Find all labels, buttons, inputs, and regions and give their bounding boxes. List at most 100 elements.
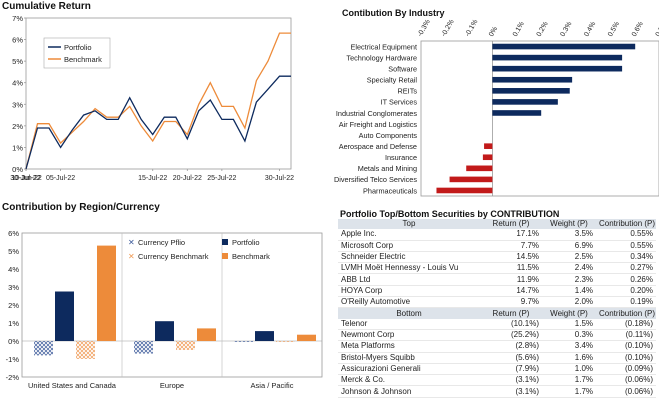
y-tick-label: 7%: [12, 14, 23, 23]
value-cell: 2.4%: [542, 262, 596, 275]
industry-bar: [492, 76, 573, 83]
y-tick-label: 6%: [8, 229, 19, 238]
category-label: Aerospace and Defense: [339, 142, 417, 151]
table-row: Schneider Electric 14.5% 2.5% 0.34%: [338, 251, 656, 264]
value-cell: 0.55%: [596, 240, 656, 252]
region-bar-portfolio: [55, 291, 74, 341]
y-tick-label: 4%: [12, 79, 23, 88]
industry-bar: [449, 176, 493, 183]
table-row: Telenor (10.1%) 1.5% (0.18%): [338, 318, 656, 330]
region-bar-currency-pflio: [234, 341, 253, 342]
value-cell: 14.7%: [480, 285, 542, 298]
value-cell: Weight (P): [542, 219, 596, 230]
x-tick-label: 0.3%: [559, 21, 573, 38]
value-cell: (0.06%): [596, 385, 656, 398]
industry-title: Contibution By Industry: [342, 8, 445, 18]
region-bar-benchmark: [97, 245, 116, 341]
industry-bar: [436, 187, 493, 194]
value-cell: (0.09%): [596, 363, 656, 376]
table-row: HOYA Corp 14.7% 1.4% 0.20%: [338, 285, 656, 298]
category-label: Air Freight and Logistics: [339, 120, 418, 129]
legend-label: Benchmark: [64, 55, 102, 64]
value-cell: 3.5%: [542, 229, 596, 241]
security-name-cell: Telenor: [338, 318, 480, 330]
region-bar-currency-benchmark: [76, 341, 95, 359]
region-bar-currency-pflio: [134, 341, 153, 354]
region-bar-currency-benchmark: [176, 341, 195, 350]
industry-bar: [466, 165, 493, 172]
security-name-cell: Merck & Co.: [338, 374, 480, 387]
category-label: IT Services: [381, 98, 418, 107]
value-cell: (0.18%): [596, 318, 656, 330]
security-name-cell: Apple Inc.: [338, 229, 480, 241]
category-label: Pharmaceuticals: [363, 186, 417, 195]
security-name-cell: Johnson & Johnson: [338, 385, 480, 398]
y-tick-label: 2%: [8, 301, 19, 310]
value-cell: 1.5%: [542, 318, 596, 330]
value-cell: (3.1%): [480, 374, 542, 387]
region-bar-currency-benchmark: [276, 341, 295, 342]
value-cell: 17.1%: [480, 229, 542, 241]
table-row: Microsoft Corp 7.7% 6.9% 0.55%: [338, 240, 656, 252]
securities-table: Top Return (P) Weight (P) Contribution (P) A…: [338, 219, 656, 398]
value-cell: Contribution (P): [596, 219, 656, 230]
category-label: Industrial Conglomerates: [336, 109, 417, 118]
cumulative-return-title: Cumulative Return: [2, 1, 91, 12]
value-cell: 9.7%: [480, 296, 542, 309]
value-cell: Return (P): [480, 307, 542, 319]
industry-bar: [492, 88, 570, 94]
industry-bar: [492, 43, 636, 50]
plot-frame: [420, 40, 659, 197]
category-label: Diversified Telco Services: [334, 175, 417, 184]
x-tick-label: 25-Jul-22: [207, 175, 236, 182]
value-cell: 14.5%: [480, 251, 542, 264]
y-tick-label: 3%: [12, 100, 23, 109]
legend-swatch: [222, 253, 228, 259]
category-label: Auto Components: [359, 131, 418, 140]
value-cell: 0.34%: [596, 251, 656, 264]
region-title: Contribution by Region/Currency: [2, 202, 160, 213]
region-contribution-chart: -2% -1% 0% 1% 2% 3% 4% 5% 6% United States and Ca…: [6, 229, 323, 390]
security-name-cell: Schneider Electric: [338, 251, 480, 264]
security-name-cell: Microsoft Corp: [338, 240, 480, 252]
x-tick-label: -0.1%: [464, 19, 479, 38]
value-cell: 1.7%: [542, 385, 596, 398]
x-tick-label: -0.2%: [440, 19, 455, 38]
table-row: Apple Inc. 17.1% 3.5% 0.55%: [338, 229, 656, 241]
table-row: ABB Ltd 11.9% 2.3% 0.26%: [338, 273, 656, 286]
table-row: Bristol-Myers Squibb (5.6%) 1.6% (0.10%): [338, 352, 656, 364]
value-cell: (10.1%): [480, 318, 542, 330]
value-cell: (7.9%): [480, 363, 542, 376]
legend-label: Portfolio: [232, 238, 260, 247]
region-bar-benchmark: [197, 328, 216, 341]
category-label: Europe: [160, 381, 184, 390]
value-cell: Contribution (P): [596, 307, 656, 319]
value-cell: 0.26%: [596, 273, 656, 286]
table-row: Merck & Co. (3.1%) 1.7% (0.06%): [338, 374, 656, 387]
value-cell: 0.3%: [542, 329, 596, 342]
value-cell: Weight (P): [542, 307, 596, 319]
value-cell: 0.55%: [596, 229, 656, 241]
securities-title: Portfolio Top/Bottom Securities by CONTR…: [340, 209, 560, 219]
security-name-cell: HOYA Corp: [338, 285, 480, 298]
x-tick-label: 20-Jul-22: [173, 175, 202, 182]
legend-label: Currency Benchmark: [138, 252, 209, 261]
value-cell: 11.5%: [480, 262, 542, 275]
y-tick-label: 2%: [12, 122, 23, 131]
legend-label: Portfolio: [64, 43, 92, 52]
security-name-cell: Newmont Corp: [338, 329, 480, 342]
value-cell: 1.0%: [542, 363, 596, 376]
legend-label: Currency Pflio: [138, 238, 185, 247]
x-tick-label: 0.2%: [536, 21, 550, 38]
y-tick-label: 5%: [8, 247, 19, 256]
value-cell: 0.19%: [596, 296, 656, 309]
industry-bar: [492, 110, 542, 116]
table-row: O'Reilly Automotive 9.7% 2.0% 0.19%: [338, 296, 656, 309]
security-name-cell: O'Reilly Automotive: [338, 296, 480, 309]
table-row: Newmont Corp (25.2%) 0.3% (0.11%): [338, 329, 656, 342]
value-cell: 2.5%: [542, 251, 596, 264]
table-row: Johnson & Johnson (3.1%) 1.7% (0.06%): [338, 385, 656, 398]
value-cell: (25.2%): [480, 329, 542, 342]
category-label: Specialty Retail: [367, 76, 418, 85]
category-label: Metals and Mining: [358, 164, 417, 173]
